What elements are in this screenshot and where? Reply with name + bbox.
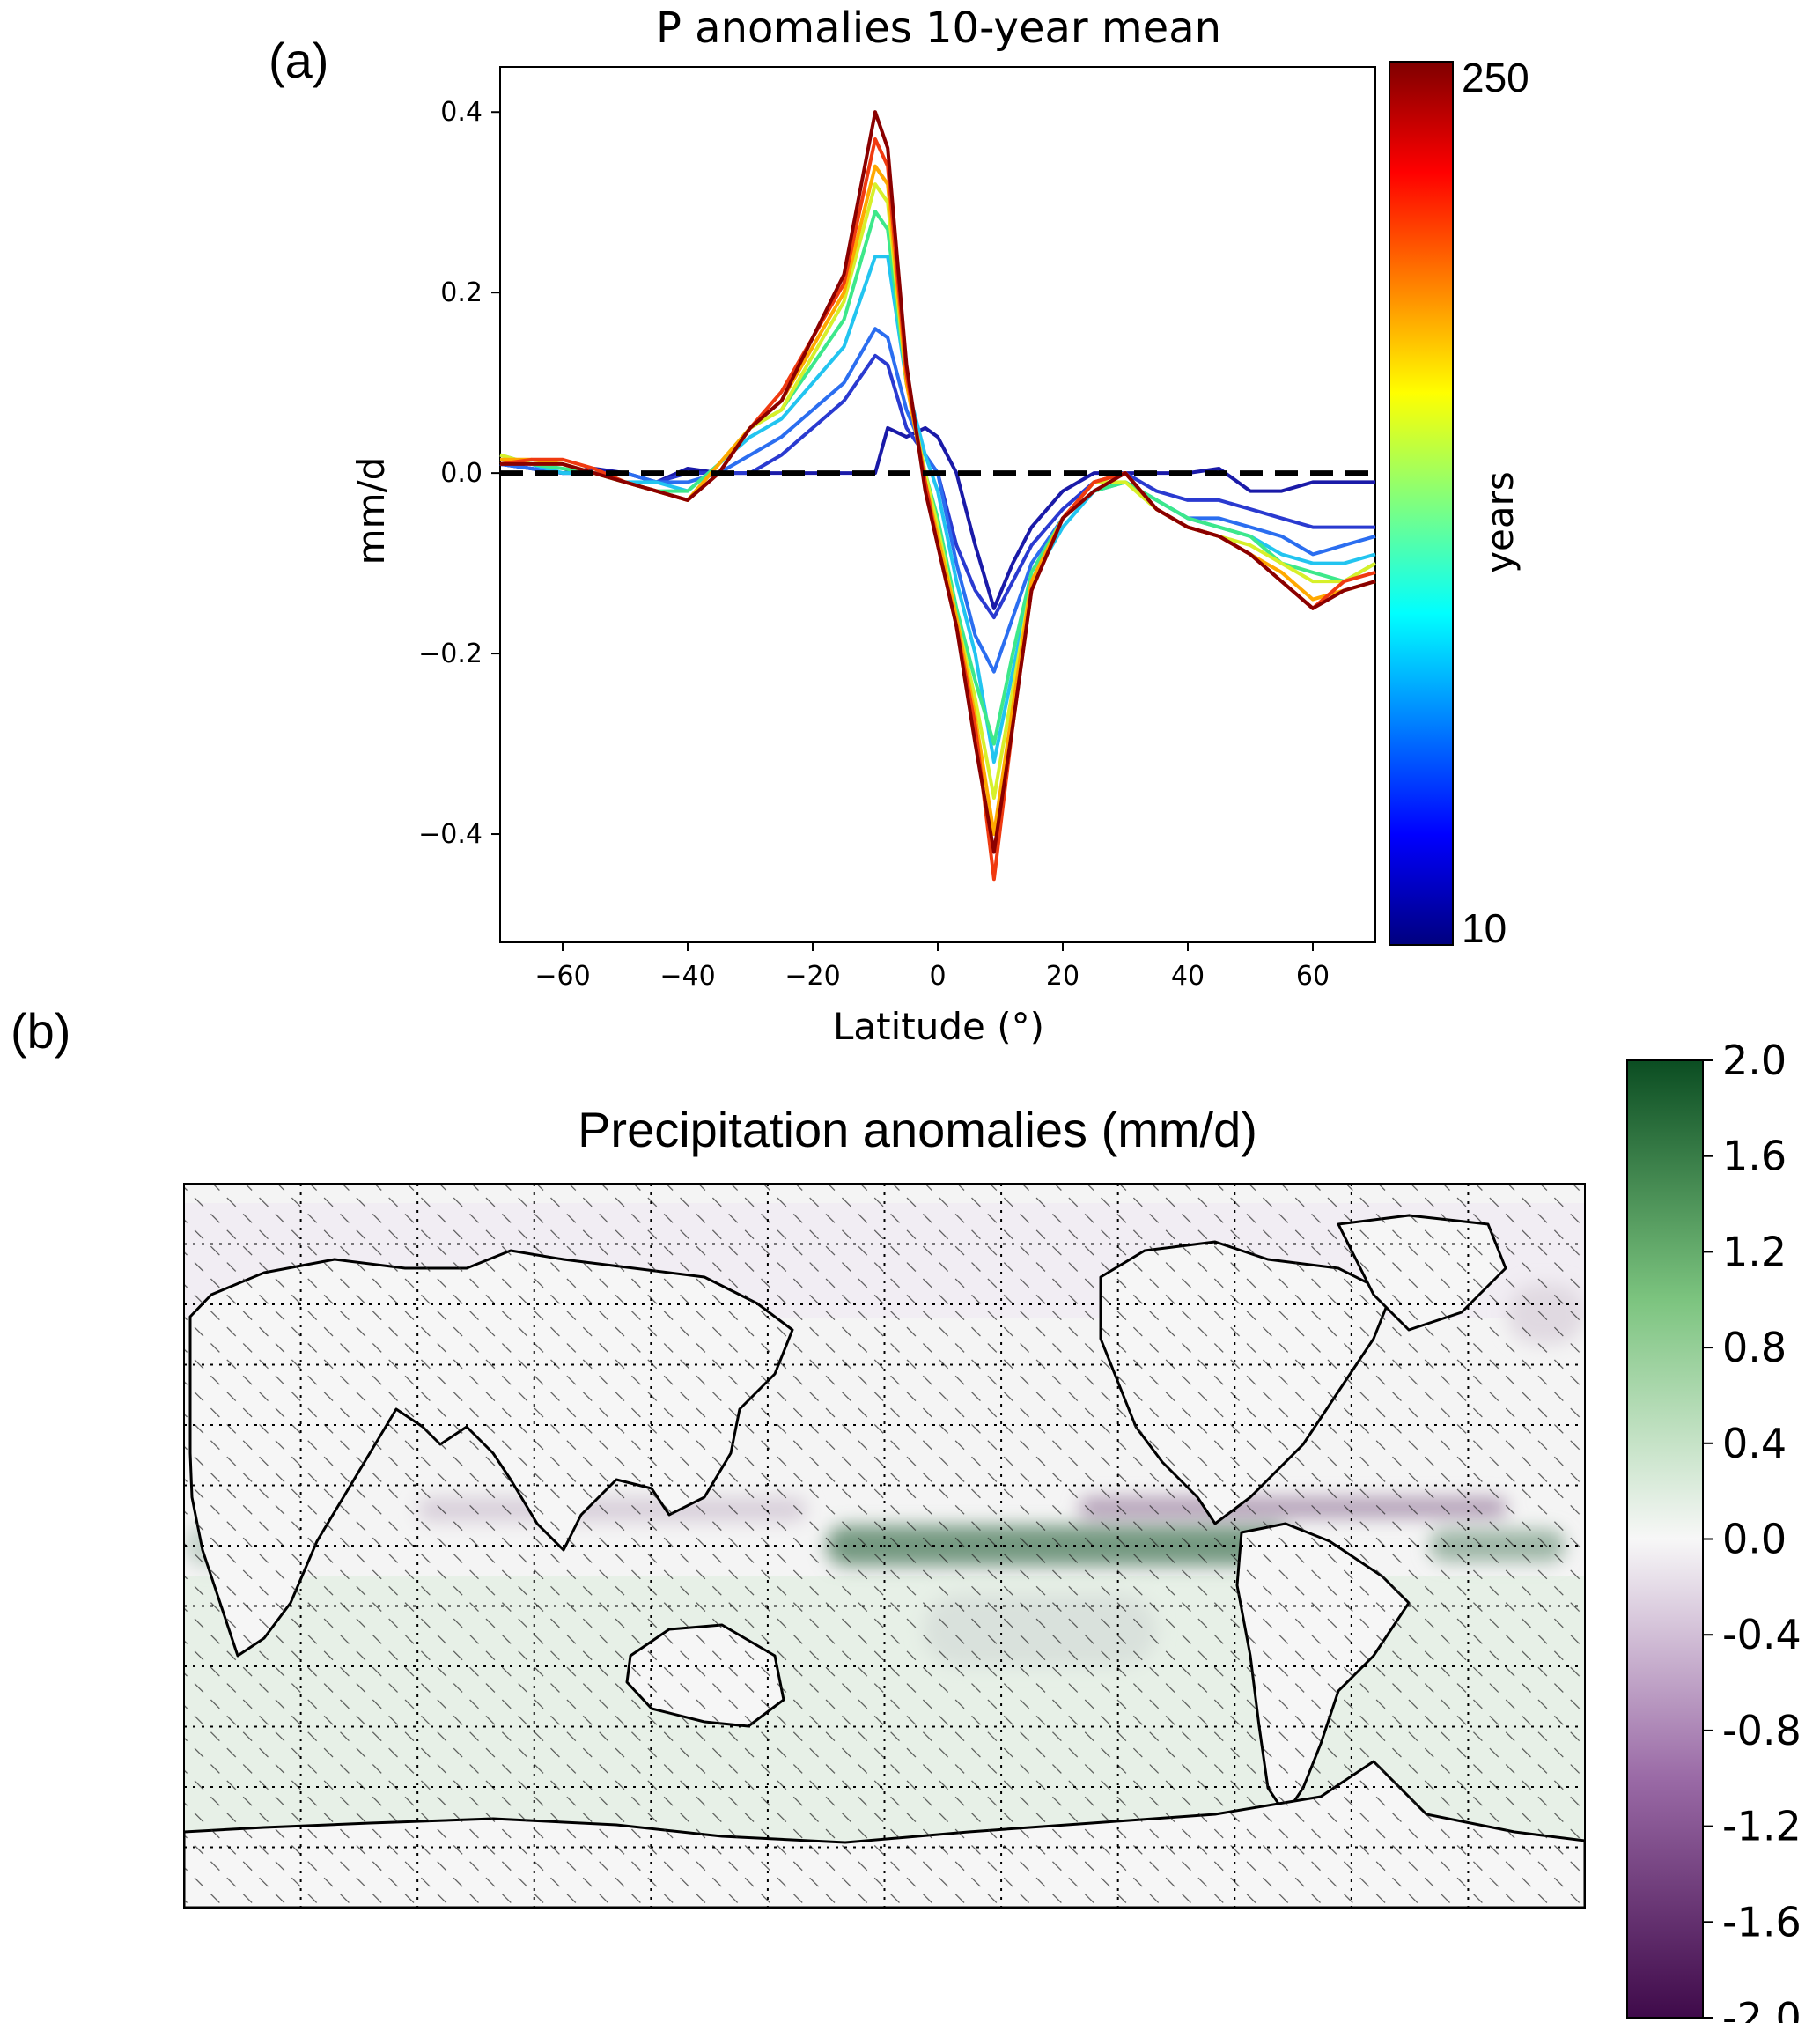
x-tick-label: 20 [1046, 961, 1079, 992]
series-line [499, 137, 1376, 882]
x-tick-label: −60 [534, 961, 590, 992]
years-colorbar-label: years [1478, 471, 1522, 573]
precip-colorbar [1626, 1059, 1704, 2019]
colorbar-tick-label: -1.6 [1722, 1898, 1802, 1945]
colorbar-tick-label: -0.4 [1722, 1611, 1802, 1658]
panel-a-plot-frame [499, 66, 1376, 943]
colorbar-tick-label: 0.8 [1722, 1324, 1787, 1371]
years-colorbar [1389, 61, 1454, 946]
x-tick-label: −40 [659, 961, 715, 992]
panel-a-x-ticks: −60 −40 −20 0 20 40 60 [534, 942, 1330, 992]
panel-b-label: (b) [11, 1003, 70, 1059]
colorbar-tick-label: 2.0 [1722, 1037, 1787, 1084]
x-tick-label: 0 [929, 961, 946, 992]
panel-b: (b) Precipitation anomalies (mm/d) 2.01 [11, 1003, 1802, 2023]
colorbar-tick-label: 1.6 [1722, 1133, 1787, 1180]
panel-a-x-axis-label: Latitude (°) [833, 1005, 1044, 1048]
map-graticule [184, 1184, 1585, 1908]
panel-a-label: (a) [269, 33, 328, 88]
panel-a-series-lines [499, 110, 1377, 882]
years-colorbar-max-label: 250 [1462, 55, 1529, 100]
y-tick-label: 0.0 [440, 458, 483, 489]
panel-a-title: P anomalies 10-year mean [656, 4, 1221, 53]
years-colorbar-min-label: 10 [1462, 905, 1507, 951]
panel-a-y-ticks: 0.4 0.2 0.0 −0.2 −0.4 [418, 97, 500, 850]
y-tick-label: −0.2 [418, 639, 483, 669]
colorbar-tick-label: -1.2 [1722, 1803, 1802, 1850]
precip-colorbar-ticks: 2.0 1.6 1.2 0.8 0.4 0.0 -0.4 -0.8 -1.2 -1.6 -2.0 [1703, 1037, 1802, 2023]
series-line [500, 110, 1376, 854]
y-tick-label: 0.4 [440, 97, 483, 128]
precipitation-map [184, 1184, 1585, 1908]
panel-a: (a) P anomalies 10-year mean −60 −40 −20 0 2… [269, 4, 1529, 1048]
y-tick-label: −0.4 [418, 819, 483, 850]
series-line [499, 210, 1377, 746]
panel-a-y-axis-label: mm/d [350, 457, 393, 565]
map-frame [183, 1183, 1586, 1909]
colorbar-tick-label: -2.0 [1722, 1994, 1802, 2023]
series-line [499, 255, 1376, 764]
colorbar-tick-label: 1.2 [1722, 1228, 1787, 1275]
colorbar-tick-label: -0.8 [1722, 1707, 1802, 1754]
y-tick-label: 0.2 [440, 277, 483, 308]
x-tick-label: 40 [1171, 961, 1205, 992]
x-tick-label: −20 [785, 961, 840, 992]
x-tick-label: 60 [1296, 961, 1330, 992]
series-line [500, 164, 1376, 836]
colorbar-tick-label: 0.0 [1722, 1516, 1787, 1563]
panel-b-title: Precipitation anomalies (mm/d) [578, 1102, 1257, 1157]
colorbar-tick-label: 0.4 [1722, 1420, 1787, 1467]
series-line [499, 327, 1376, 674]
